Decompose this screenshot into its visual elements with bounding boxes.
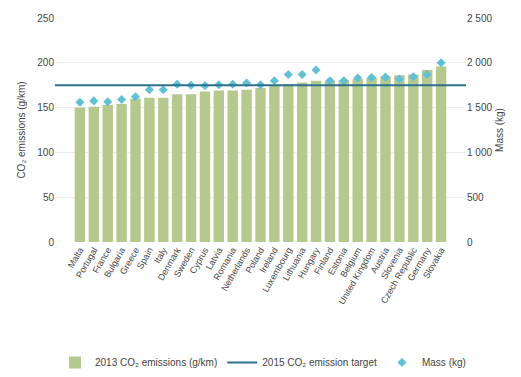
svg-text:Finland: Finland	[312, 246, 335, 277]
svg-text:Romania: Romania	[212, 246, 239, 282]
svg-text:2 500: 2 500	[467, 13, 492, 24]
svg-text:2015 CO₂ emission target: 2015 CO₂ emission target	[262, 357, 377, 368]
svg-text:Malta: Malta	[66, 246, 86, 270]
svg-text:Czech Republic: Czech Republic	[379, 245, 419, 305]
svg-text:Ireland: Ireland	[258, 246, 280, 275]
svg-text:150: 150	[37, 102, 54, 113]
svg-text:2013 CO₂ emissions (g/km): 2013 CO₂ emissions (g/km)	[95, 357, 217, 368]
svg-text:0: 0	[48, 237, 54, 248]
svg-text:France: France	[91, 246, 114, 275]
svg-text:Cyprus: Cyprus	[188, 245, 211, 275]
svg-text:Luxembourg: Luxembourg	[260, 246, 294, 294]
svg-text:50: 50	[43, 192, 55, 203]
svg-text:100: 100	[37, 147, 54, 158]
svg-text:Sweden: Sweden	[172, 246, 197, 279]
svg-text:Germany: Germany	[406, 245, 433, 282]
svg-text:Slovenia: Slovenia	[379, 246, 405, 281]
svg-text:Slovakia: Slovakia	[421, 246, 447, 280]
svg-text:1 000: 1 000	[467, 147, 492, 158]
svg-text:250: 250	[37, 13, 54, 24]
svg-text:Belgium: Belgium	[338, 246, 363, 279]
svg-text:0: 0	[467, 237, 473, 248]
svg-text:2 000: 2 000	[467, 57, 492, 68]
svg-text:Bulgaria: Bulgaria	[102, 246, 127, 280]
svg-text:Estonia: Estonia	[326, 246, 350, 277]
svg-text:Denmark: Denmark	[156, 245, 183, 282]
svg-text:Austria: Austria	[368, 246, 391, 275]
svg-text:200: 200	[37, 57, 54, 68]
svg-text:Netherlands: Netherlands	[219, 245, 252, 292]
svg-text:500: 500	[467, 192, 484, 203]
svg-text:Lithuania: Lithuania	[281, 246, 308, 283]
svg-text:Greece: Greece	[118, 246, 141, 277]
svg-text:Mass (kg): Mass (kg)	[422, 357, 466, 368]
svg-text:Poland: Poland	[243, 246, 266, 275]
svg-text:Mass (kg): Mass (kg)	[494, 108, 505, 152]
svg-text:Portugal: Portugal	[74, 246, 99, 280]
svg-text:CO₂ emissions (g/km): CO₂ emissions (g/km)	[16, 81, 27, 178]
svg-text:Spain: Spain	[135, 246, 155, 271]
svg-text:Italy: Italy	[152, 245, 169, 265]
svg-text:Latvia: Latvia	[204, 246, 225, 272]
svg-text:Hungary: Hungary	[296, 245, 322, 280]
svg-text:United Kingdom: United Kingdom	[337, 246, 378, 306]
svg-text:1 500: 1 500	[467, 102, 492, 113]
